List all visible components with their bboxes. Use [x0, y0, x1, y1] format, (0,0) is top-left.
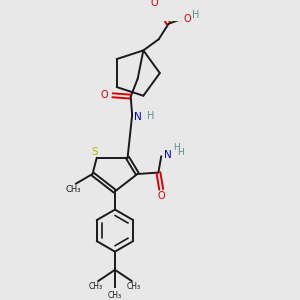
- Text: H: H: [191, 10, 199, 20]
- Text: O: O: [151, 0, 158, 8]
- Text: N: N: [164, 150, 171, 160]
- Text: H: H: [173, 143, 180, 152]
- Text: CH₃: CH₃: [108, 291, 122, 300]
- Text: CH₃: CH₃: [127, 282, 141, 291]
- Text: CH₃: CH₃: [89, 282, 103, 291]
- Text: S: S: [91, 147, 98, 157]
- Text: O: O: [184, 14, 192, 24]
- Text: O: O: [101, 90, 109, 100]
- Text: H: H: [177, 148, 183, 158]
- Text: H: H: [147, 111, 154, 121]
- Text: N: N: [134, 112, 142, 122]
- Text: CH₃: CH₃: [66, 185, 81, 194]
- Text: O: O: [158, 190, 166, 201]
